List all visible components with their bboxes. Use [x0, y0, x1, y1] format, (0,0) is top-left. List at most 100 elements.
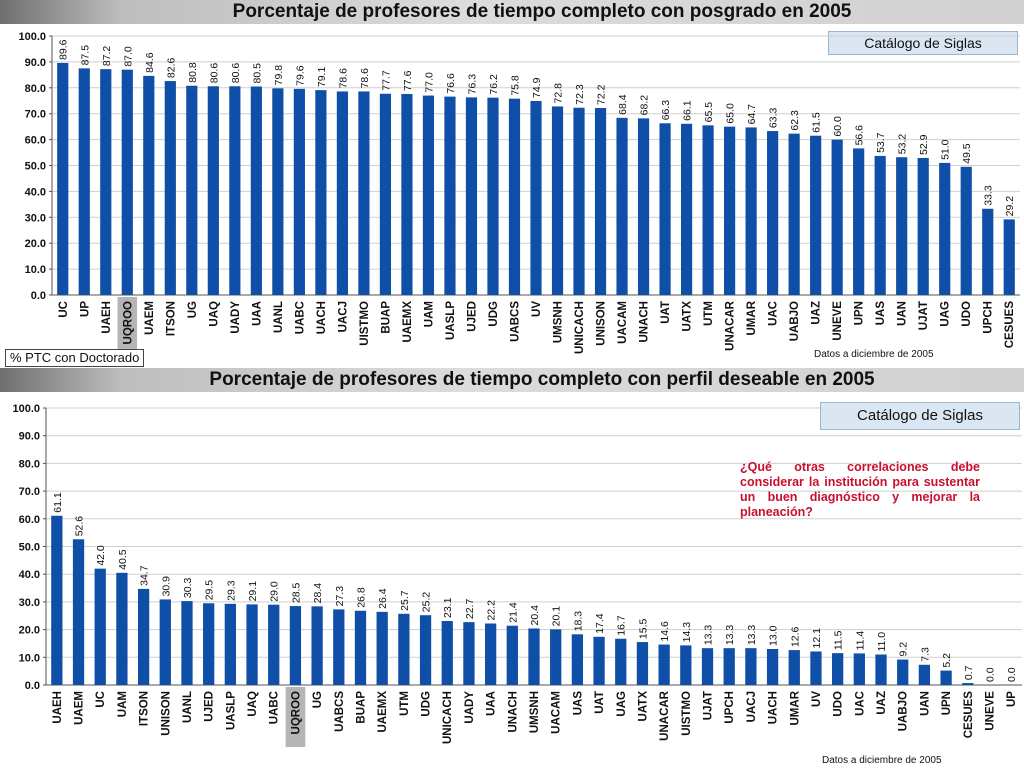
chart1-value-label: 63.3	[768, 107, 780, 128]
chart2-value-label: 28.5	[290, 582, 302, 603]
chart2-category-label: UASLP	[225, 691, 237, 730]
chart2-category-label: UJAT	[703, 691, 715, 720]
chart1-bar-buap	[379, 93, 392, 295]
chart1-bar-uaeh	[100, 69, 112, 295]
chart1-bar-upch	[982, 208, 994, 295]
chart2-value-label: 26.4	[377, 588, 389, 609]
chart2-category-label: UJED	[204, 691, 216, 722]
chart2-bar-uac	[853, 653, 865, 685]
chart1-bar-uat	[659, 123, 671, 296]
catalog-button-2[interactable]: Catálogo de Siglas	[820, 402, 1020, 430]
chart2-svg: 0.0 10.0 20.0 30.0 40.0 50.0 60.0 70.0 80.0 90.0 1…	[12, 403, 1022, 747]
chart2-category-label: UAEH	[52, 691, 64, 724]
chart1-category-label: BUAP	[380, 301, 392, 334]
chart2-category-label: UACH	[768, 691, 780, 724]
chart2-value-label: 5.2	[941, 653, 953, 668]
chart1-category-label: UAM	[423, 301, 435, 327]
chart1-bar-cesues	[1003, 219, 1015, 295]
chart2-category-label: UDO	[833, 691, 845, 717]
chart1-category-label: UG	[187, 301, 199, 318]
chart1-category-label: UABC	[294, 301, 306, 334]
chart2-value-label: 34.7	[139, 565, 151, 586]
chart2-bar-uas	[571, 634, 584, 685]
chart1-bar-uneve	[831, 139, 843, 295]
chart2-date-note: Datos a diciembre de 2005	[822, 755, 942, 766]
chart2-bar-uv	[810, 651, 822, 685]
chart2-category-label: BUAP	[355, 691, 367, 724]
chart1-bar-ug	[186, 85, 198, 295]
chart2-category-label: ITSON	[139, 691, 151, 726]
chart2-category-label: UMSNH	[529, 691, 541, 733]
chart1-value-label: 78.6	[359, 68, 371, 89]
chart1-value-label: 53.2	[897, 134, 909, 155]
chart2-value-label: 14.3	[681, 622, 693, 643]
chart2-value-label: 20.4	[529, 605, 541, 626]
chart1-category-label: UNICACH	[574, 301, 586, 354]
chart1-value-label: 77.7	[380, 70, 392, 91]
chart1-value-label: 79.8	[273, 65, 285, 86]
chart2-value-label: 29.3	[225, 580, 237, 601]
chart2-category-label: UACAM	[551, 691, 563, 734]
chart2-bar-uabc	[268, 604, 280, 685]
chart1-bar-uady	[229, 86, 241, 295]
chart2-category-label: UAQ	[247, 691, 259, 717]
chart1-category-label: UABCS	[509, 301, 521, 342]
chart1-ytick-label: 60.0	[25, 135, 46, 147]
chart2-category-label: UAS	[572, 691, 584, 716]
chart1-value-label: 74.9	[531, 77, 543, 98]
chart1-value-label: 80.8	[187, 62, 199, 83]
chart1-ytick-label: 0.0	[31, 290, 46, 302]
chart2-bar-ujed	[203, 603, 215, 685]
chart1-bar-itson	[164, 81, 176, 295]
chart1-category-label: UAEMX	[402, 301, 414, 343]
chart1-category-label: UAG	[940, 301, 952, 327]
catalog-button-1[interactable]: Catálogo de Siglas	[828, 31, 1018, 55]
chart1-category-label: UAC	[768, 301, 780, 326]
chart1-category-label: UAS	[875, 301, 887, 326]
chart1-category-label: UTM	[703, 301, 715, 326]
chart2-value-label: 20.1	[551, 606, 563, 627]
chart2-bar-uaemx	[376, 611, 388, 685]
chart2-value-label: 15.5	[637, 618, 649, 639]
chart2-bar-uacj	[745, 648, 757, 685]
chart1-category-label: UMSNH	[553, 301, 565, 343]
chart1-category-label: ITSON	[165, 301, 177, 336]
chart2-category-label: UAG	[616, 691, 628, 717]
chart1-ytick-label: 10.0	[25, 264, 46, 276]
chart1-value-label: 87.0	[122, 46, 134, 67]
chart1-bar-uaslp	[444, 96, 456, 295]
chart1-value-label: 52.9	[918, 134, 930, 155]
chart1-bar-uaemx	[401, 94, 413, 296]
chart1-value-label: 87.5	[79, 45, 91, 66]
chart1-bar-uv	[530, 101, 542, 295]
chart1-value-label: 76.2	[488, 74, 500, 95]
chart1-bar-uag	[939, 162, 951, 295]
chart1-bar-unison	[594, 108, 607, 295]
chart2-value-label: 23.1	[442, 597, 454, 618]
chart2-bar-unacar	[658, 644, 670, 685]
chart2-category-label: UANL	[182, 691, 194, 723]
chart2-value-label: 18.3	[572, 611, 584, 632]
chart1-value-label: 66.3	[660, 100, 672, 121]
chart1-value-label: 72.3	[574, 84, 586, 105]
chart1-value-label: 77.6	[402, 70, 414, 91]
chart1-value-label: 72.2	[596, 84, 608, 105]
chart2-ytick-label: 30.0	[19, 597, 40, 609]
chart1-category-label: UC	[58, 301, 70, 318]
chart2-bar-uaeh	[51, 515, 63, 685]
chart1-value-label: 75.8	[509, 75, 521, 96]
chart2-bar-ug	[311, 606, 323, 685]
chart1-category-label: UACJ	[337, 301, 349, 332]
chart2-bar-uam	[116, 572, 128, 685]
chart2-value-label: 61.1	[52, 492, 64, 513]
chart2-bar-upn	[940, 670, 952, 685]
chart1-value-label: 82.6	[165, 57, 177, 78]
chart2-value-label: 28.4	[312, 583, 324, 604]
chart2-bar-buap	[354, 610, 367, 685]
chart1-category-label: UAZ	[811, 301, 823, 325]
chart1-category-label: UP	[79, 301, 91, 317]
chart1-category-label: UDO	[961, 301, 973, 327]
chart2-category-label: CESUES	[963, 691, 975, 739]
chart2-category-label: UABCS	[334, 691, 346, 732]
chart2-bar-uabcs	[333, 609, 345, 685]
